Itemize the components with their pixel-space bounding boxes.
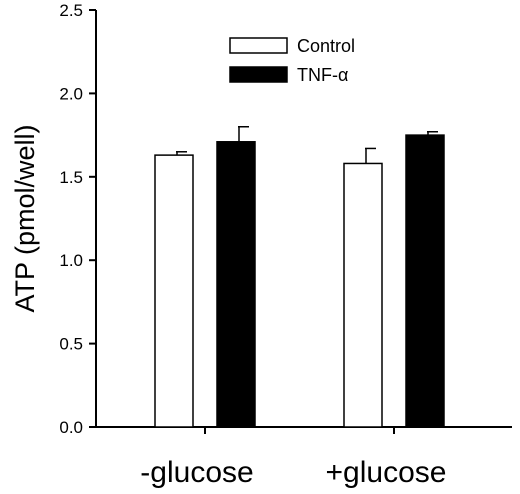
bar-control-plus-glucose — [343, 162, 383, 428]
y-tick-label: 1.5 — [59, 168, 83, 187]
x-tick-label: -glucose — [140, 456, 253, 489]
error-bars — [176, 126, 438, 164]
y-ticks: 0.0 0.5 1.0 1.5 2.0 2.5 — [59, 1, 96, 437]
bars — [154, 134, 445, 428]
legend-swatch — [229, 37, 288, 54]
y-tick-label: 1.0 — [59, 251, 83, 270]
bar-tnf-alpha-plus-glucose — [405, 134, 445, 428]
y-tick-label: 0.0 — [59, 418, 83, 437]
y-tick-label: 2.5 — [59, 1, 83, 20]
legend-label: TNF-α — [297, 65, 348, 85]
legend-swatch — [229, 66, 288, 83]
legend: Control TNF-α — [229, 36, 355, 85]
y-tick-label: 0.5 — [59, 335, 83, 354]
bar-tnf-alpha-minus-glucose — [216, 141, 256, 428]
y-axis-label: ATP (pmol/well) — [10, 124, 40, 312]
x-ticks: -glucose +glucose — [140, 427, 446, 489]
x-tick-label: +glucose — [326, 456, 447, 489]
y-tick-label: 2.0 — [59, 84, 83, 103]
bar-control-minus-glucose — [154, 154, 194, 428]
legend-label: Control — [297, 36, 355, 56]
